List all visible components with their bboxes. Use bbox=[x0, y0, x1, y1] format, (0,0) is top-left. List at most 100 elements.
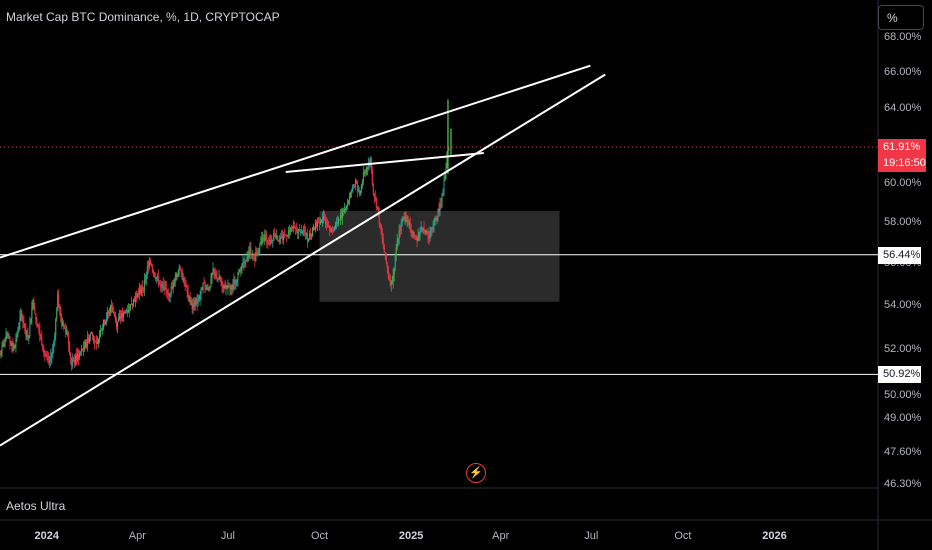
candle-body bbox=[446, 151, 448, 168]
candle-body bbox=[271, 241, 273, 243]
candle-body bbox=[178, 266, 180, 274]
candle-body bbox=[230, 285, 232, 290]
x-tick-label: Apr bbox=[492, 530, 510, 542]
y-tick-label: 60.00% bbox=[884, 176, 922, 189]
candle-body bbox=[400, 222, 402, 231]
x-tick-label: 2024 bbox=[34, 530, 60, 542]
candle-body bbox=[404, 217, 406, 220]
candle-body bbox=[289, 229, 291, 232]
x-tick-label: Oct bbox=[310, 530, 329, 542]
candle-body bbox=[44, 353, 46, 355]
candle-body bbox=[121, 313, 123, 318]
candle-body bbox=[335, 222, 337, 225]
candle-body bbox=[104, 320, 106, 324]
candle-body bbox=[101, 330, 103, 332]
candle-body bbox=[140, 287, 142, 294]
unit-toggle-button[interactable]: % bbox=[878, 5, 924, 30]
indicator-label[interactable]: Aetos Ultra bbox=[6, 499, 66, 513]
candle-body bbox=[304, 229, 306, 233]
candle-body bbox=[36, 320, 38, 327]
candle-body bbox=[191, 301, 193, 309]
candle-body bbox=[42, 345, 44, 350]
candle-body bbox=[270, 240, 272, 243]
candle-body bbox=[295, 228, 297, 230]
candle-body bbox=[340, 214, 342, 219]
candle-body bbox=[156, 275, 158, 278]
y-tick-label: 50.00% bbox=[884, 388, 922, 401]
current-price-tag: 61.91% bbox=[878, 139, 926, 157]
candle-body bbox=[397, 238, 399, 242]
candle-body bbox=[216, 277, 218, 281]
candle-body bbox=[322, 218, 324, 221]
candle-body bbox=[268, 243, 270, 245]
candle-body bbox=[71, 359, 73, 366]
candle-body bbox=[328, 226, 330, 230]
candle-body bbox=[75, 355, 77, 364]
candle-body bbox=[327, 224, 329, 227]
candle-body bbox=[408, 222, 410, 224]
candle-body bbox=[187, 291, 189, 297]
candle-body bbox=[133, 299, 135, 302]
candle-body bbox=[232, 284, 234, 290]
candle-body bbox=[319, 222, 321, 224]
candle-body bbox=[81, 348, 83, 352]
candle-body bbox=[328, 226, 330, 228]
candle-body bbox=[348, 196, 350, 202]
candle-body bbox=[32, 299, 34, 308]
candle-body bbox=[4, 341, 6, 347]
candle-body bbox=[122, 313, 124, 318]
candle-body bbox=[124, 311, 126, 314]
lightning-icon[interactable]: ⚡ bbox=[466, 463, 486, 483]
candle-body bbox=[311, 235, 313, 237]
candle-body bbox=[200, 287, 202, 295]
candle-body bbox=[171, 285, 173, 289]
candle-body bbox=[423, 227, 425, 231]
candle-body bbox=[353, 186, 355, 188]
candle-body bbox=[152, 269, 154, 273]
candle-body bbox=[305, 232, 307, 235]
candle-body bbox=[40, 335, 42, 338]
candle-body bbox=[22, 319, 24, 324]
candle-body bbox=[357, 190, 359, 192]
candle-body bbox=[361, 181, 363, 185]
candle-body bbox=[378, 211, 380, 224]
candle-body bbox=[38, 327, 40, 329]
candle-body bbox=[351, 186, 353, 192]
candle-body bbox=[67, 332, 69, 337]
candle-body bbox=[418, 235, 420, 236]
candle-body bbox=[278, 240, 280, 242]
candle-body bbox=[199, 294, 201, 299]
candle-body bbox=[179, 266, 181, 270]
candle-body bbox=[27, 334, 29, 339]
candle-body bbox=[0, 354, 1, 356]
candle-body bbox=[312, 228, 314, 236]
candle-body bbox=[35, 313, 37, 321]
candle-body bbox=[431, 227, 433, 230]
candle-body bbox=[261, 239, 263, 244]
candle-body bbox=[197, 300, 199, 304]
candle-body bbox=[240, 266, 242, 270]
candle-body bbox=[282, 236, 284, 241]
candle-body bbox=[256, 252, 258, 256]
candle-body bbox=[437, 208, 439, 219]
candle-body bbox=[287, 235, 289, 236]
consolidation-zone bbox=[319, 211, 560, 302]
candle-body bbox=[47, 356, 49, 360]
candle-body bbox=[88, 337, 90, 343]
candle-body bbox=[345, 206, 347, 211]
candle-body bbox=[315, 222, 317, 230]
candle-body bbox=[346, 203, 348, 207]
candle-body bbox=[427, 232, 429, 237]
candle-body bbox=[162, 283, 164, 286]
candle-body bbox=[172, 285, 174, 289]
candle-body bbox=[113, 313, 115, 318]
candle-body bbox=[369, 158, 371, 165]
candle-body bbox=[153, 272, 155, 277]
candle-body bbox=[14, 345, 16, 348]
candle-body bbox=[321, 220, 323, 222]
candle-body bbox=[300, 229, 302, 231]
candle-body bbox=[145, 273, 147, 280]
candle-body bbox=[166, 289, 168, 294]
candle-body bbox=[444, 176, 446, 181]
